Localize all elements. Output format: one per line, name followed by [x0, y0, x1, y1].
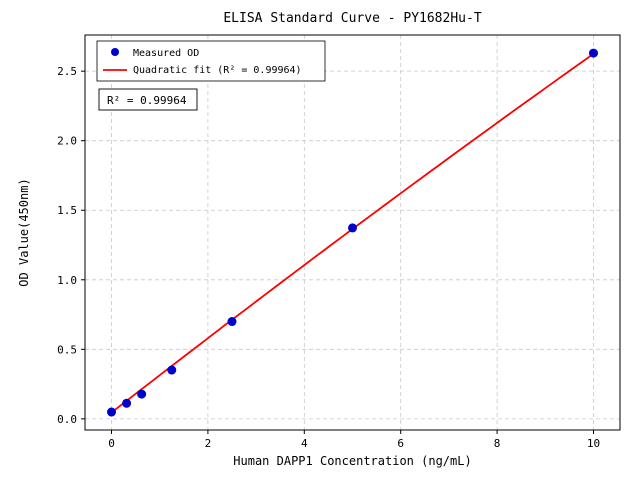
data-point	[348, 223, 357, 233]
y-tick-label: 0.5	[57, 343, 77, 356]
x-tick-label: 6	[397, 437, 404, 450]
data-point	[137, 389, 147, 399]
plot-border	[84, 34, 621, 431]
y-tick-label: 2.0	[57, 135, 77, 148]
r-squared-annotation: R² = 0.99964	[107, 94, 187, 107]
data-point	[227, 317, 237, 327]
x-tick-label: 2	[205, 437, 212, 450]
legend-label-quadratic-fit: Quadratic fit (R² = 0.99964)	[133, 65, 302, 76]
r-squared-annotation-box	[98, 88, 198, 111]
y-tick-label: 2.5	[57, 65, 77, 78]
x-tick-label: 4	[301, 437, 308, 450]
data-point	[107, 407, 117, 417]
x-tick-label: 8	[494, 437, 501, 450]
legend-marker-measured-od	[111, 48, 119, 56]
y-axis-label: OD Value(450nm)	[17, 178, 31, 286]
x-tick-label: 0	[108, 437, 115, 450]
y-tick-label: 1.5	[57, 204, 77, 217]
y-tick-label: 1.0	[57, 274, 77, 287]
legend-box	[96, 40, 326, 82]
data-point	[122, 398, 132, 408]
x-tick-label: 10	[587, 437, 600, 450]
legend-label-measured-od: Measured OD	[133, 48, 199, 59]
x-axis-label: Human DAPP1 Concentration (ng/mL)	[233, 454, 471, 468]
chart-title: ELISA Standard Curve - PY1682Hu-T	[223, 11, 481, 26]
data-point	[588, 48, 598, 58]
y-tick-label: 0.0	[57, 413, 77, 426]
data-point	[167, 365, 177, 375]
